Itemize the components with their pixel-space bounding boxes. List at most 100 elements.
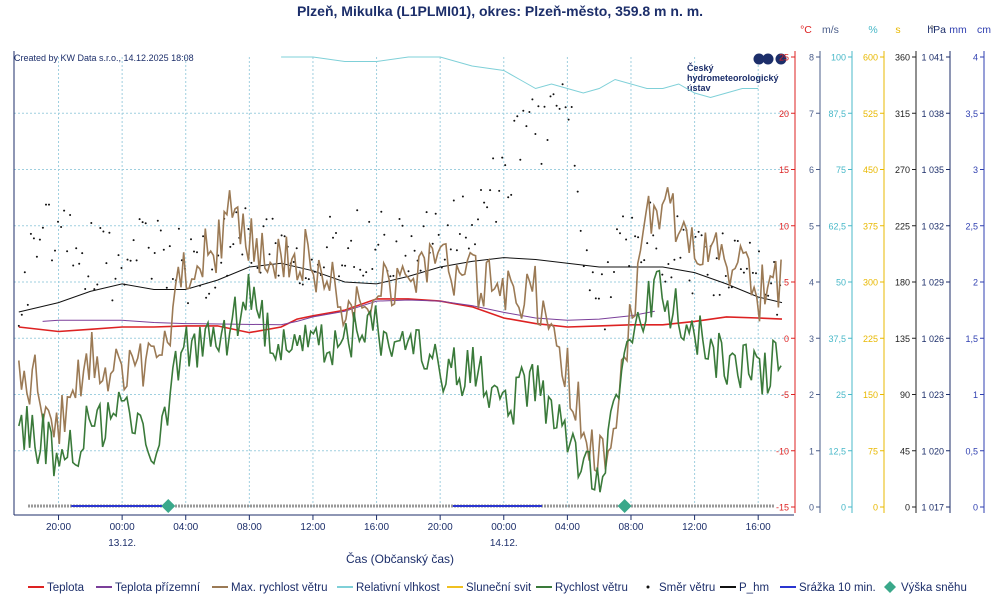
wind-dir-dot — [220, 261, 223, 264]
wind-dir-dot — [721, 232, 724, 235]
x-date-label: 14.12. — [490, 538, 518, 549]
wind-dir-dot — [202, 235, 205, 238]
wind-dir-dot — [280, 234, 283, 237]
x-tick-label: 20:00 — [428, 522, 453, 533]
wind-dir-dot — [664, 280, 667, 283]
wind-dir-dot — [616, 228, 618, 231]
y-tick-label: 75 — [836, 165, 846, 175]
wind-dir-dot — [555, 104, 558, 107]
y-tick-label: 10 — [779, 221, 789, 231]
wind-dir-dot — [619, 232, 621, 235]
wind-dir-dot — [144, 222, 147, 225]
y-tick-label: 2 — [809, 390, 814, 400]
wind-dir-dot — [29, 232, 32, 235]
wind-dir-dot — [489, 189, 492, 192]
y-tick-label: 7 — [809, 109, 814, 119]
wind-dir-dot — [773, 261, 776, 263]
wind-dir-dot — [537, 105, 540, 108]
y-tick-label: 315 — [895, 109, 910, 119]
wind-dir-dot — [419, 269, 422, 272]
wind-dir-dot — [437, 233, 440, 236]
wind-dir-dot — [570, 106, 573, 108]
y-tick-label: -5 — [781, 390, 789, 400]
wind-dir-dot — [591, 271, 594, 274]
wind-dir-dot — [392, 274, 395, 277]
wind-dir-dot — [640, 261, 643, 264]
wind-dir-dot — [625, 238, 628, 241]
wind-dir-dot — [38, 238, 41, 241]
legend-label: Teplota — [47, 582, 85, 594]
wind-dir-dot — [168, 245, 171, 248]
y-tick-label: 1 032 — [921, 221, 944, 231]
wind-dir-dot — [543, 105, 546, 108]
wind-dir-dot — [522, 109, 525, 112]
wind-dir-dot — [356, 209, 359, 212]
y-tick-label: 90 — [900, 390, 910, 400]
wind-dir-dot — [474, 243, 476, 246]
wind-dir-dot — [268, 253, 271, 256]
wind-dir-dot — [108, 231, 111, 234]
axis-unit: cm — [977, 24, 991, 36]
y-tick-label: 1 020 — [921, 446, 944, 456]
wind-dir-dot — [380, 210, 383, 213]
chart-title: Plzeň, Mikulka (L1PLMI01), okres: Plzeň-… — [297, 3, 703, 19]
wind-dir-dot — [540, 162, 543, 165]
wind-dir-dot — [643, 259, 646, 262]
wind-dir-dot — [697, 230, 700, 233]
wind-dir-dot — [120, 267, 123, 269]
wind-dir-dot — [332, 236, 334, 239]
wind-dir-dot — [691, 292, 694, 295]
wind-dir-dot — [329, 215, 331, 218]
wind-dir-dot — [187, 302, 189, 305]
wind-dir-dot — [48, 203, 50, 206]
snow-diamond — [617, 499, 632, 513]
wind-dir-dot — [425, 211, 428, 214]
wind-dir-dot — [23, 271, 26, 274]
x-axis-ticks: 20:00 00:00 04:00 08:00 12:00 16:00 20:00 00:00… — [46, 515, 771, 549]
wind-dir-dot — [449, 248, 452, 251]
y-tick-label: 50 — [836, 278, 846, 288]
wind-dir-dot — [96, 283, 99, 286]
precip-snow-layer — [28, 499, 775, 513]
wind-dir-dot — [718, 293, 721, 296]
legend-label: P_hm — [739, 582, 769, 594]
y-tick-label: 450 — [863, 165, 878, 175]
wind-dir-dot — [495, 220, 498, 223]
wind-dir-dot — [69, 214, 72, 216]
wind-dir-dot — [156, 219, 159, 222]
wind-dir-dot — [667, 263, 670, 265]
wind-dir-dot — [232, 243, 235, 246]
wind-dir-dot — [576, 190, 579, 193]
wind-dir-dot — [51, 259, 53, 262]
y-tick-label: 5 — [809, 221, 814, 231]
legend-label: Relativní vlhkost — [356, 582, 441, 594]
wind-dir-dot — [712, 294, 715, 297]
series-p_hm — [18, 257, 783, 313]
wind-dir-dot — [171, 278, 174, 280]
wind-dir-dot — [498, 189, 501, 192]
wind-dir-dot — [486, 206, 489, 209]
series-lines — [18, 56, 783, 334]
wind-dir-dot — [389, 275, 392, 278]
y-tick-label: 5 — [784, 278, 789, 288]
wind-dir-dot — [452, 199, 455, 202]
y-tick-label: -10 — [776, 446, 789, 456]
y-tick-label: 0 — [784, 334, 789, 344]
wind-dir-dot — [510, 193, 513, 196]
plot-gridlines — [14, 57, 790, 507]
y-tick-label: 37,5 — [828, 334, 846, 344]
wind-dir-dot — [368, 220, 371, 223]
wind-dir-dot — [54, 249, 56, 252]
wind-dir-dot — [715, 257, 718, 260]
axis-unit: s — [895, 24, 900, 36]
wind-dir-dot — [129, 259, 132, 262]
wind-dir-dot — [395, 240, 398, 243]
y-tick-label: 3,5 — [965, 109, 978, 119]
wind-dir-dot — [655, 247, 658, 250]
wind-dir-dot — [525, 125, 528, 128]
x-tick-label: 08:00 — [237, 522, 262, 533]
y-tick-label: 300 — [863, 278, 878, 288]
wind-dir-dot — [404, 254, 407, 257]
wind-dir-dot — [513, 119, 516, 122]
wind-dir-dot — [748, 241, 751, 244]
